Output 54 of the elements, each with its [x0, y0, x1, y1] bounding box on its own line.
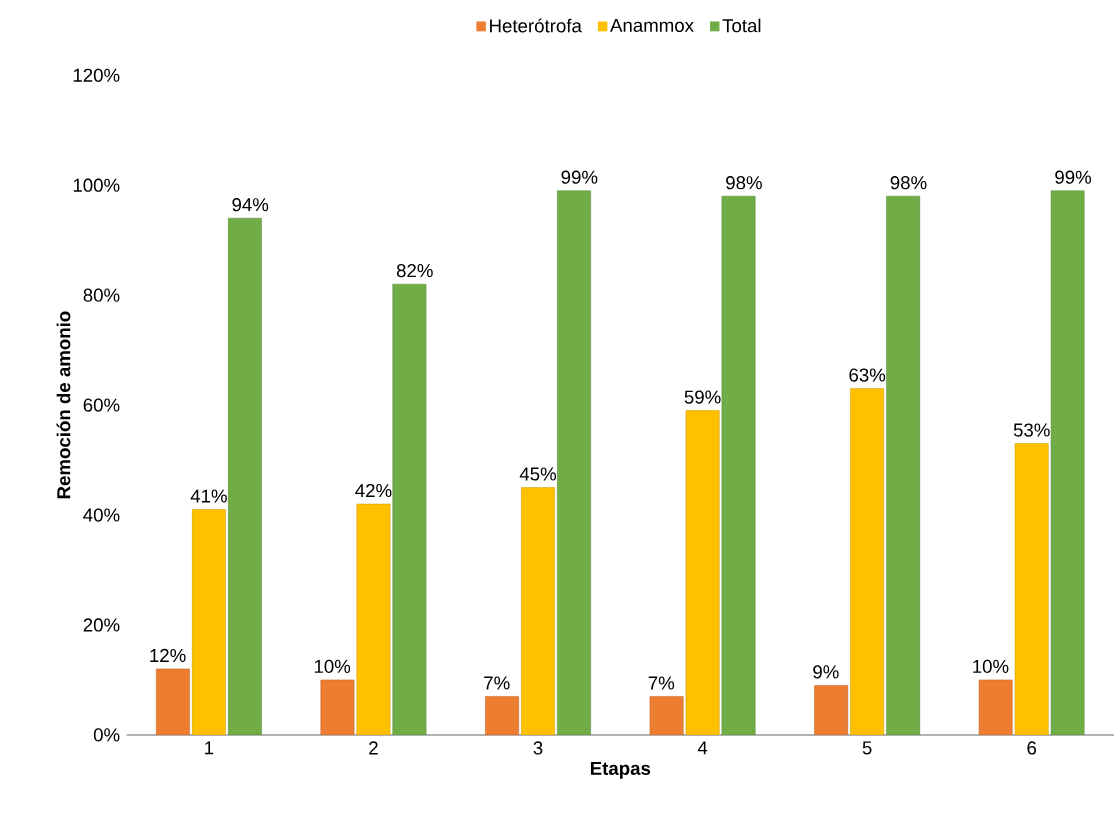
data-label: 7%: [648, 676, 675, 690]
x-axis-title: Etapas: [590, 762, 651, 779]
y-tick-label: 60%: [83, 398, 120, 412]
bar: [191, 509, 226, 736]
legend-label: Total: [722, 18, 761, 33]
data-label: 10%: [973, 660, 1009, 674]
data-label: 7%: [484, 676, 510, 690]
legend-label: Heterótrofa: [490, 18, 582, 33]
bar: [1014, 443, 1049, 736]
bar: [227, 218, 262, 736]
x-tick-label: 1: [205, 741, 214, 755]
y-axis-title: Remoción de amonio: [56, 311, 71, 499]
bar: [721, 196, 756, 736]
y-tick-label: 0%: [93, 728, 120, 742]
bar: [850, 388, 885, 736]
bar: [356, 504, 391, 736]
data-label: 41%: [190, 489, 227, 503]
bar: [521, 487, 555, 736]
data-label: 82%: [396, 264, 433, 278]
data-label: 99%: [561, 170, 598, 185]
data-label: 99%: [1055, 170, 1092, 185]
x-tick-label: 3: [533, 741, 543, 755]
data-label: 45%: [519, 467, 557, 481]
x-tick-label: 5: [862, 741, 872, 755]
y-tick-label: 40%: [83, 508, 120, 522]
bar: [485, 696, 519, 736]
bar: [155, 668, 190, 736]
bar: [1050, 190, 1085, 736]
data-label: 98%: [890, 176, 927, 190]
y-tick-label: 100%: [73, 178, 120, 193]
bar: [557, 190, 591, 736]
legend-label: Anammox: [610, 19, 694, 33]
data-label: 59%: [684, 390, 721, 404]
bar: [320, 679, 355, 736]
data-label: 98%: [726, 176, 762, 190]
bar: [886, 196, 921, 736]
x-tick-label: 6: [1027, 741, 1037, 755]
bar: [649, 696, 684, 736]
data-label: 53%: [1013, 423, 1050, 437]
data-label: 63%: [849, 368, 886, 382]
data-label: 94%: [232, 198, 269, 212]
bar: [685, 410, 720, 736]
data-label: 9%: [813, 665, 839, 679]
y-tick-label: 20%: [83, 618, 120, 632]
data-label: 42%: [355, 484, 392, 498]
bar: [392, 284, 427, 736]
data-label: 10%: [314, 660, 351, 674]
data-label: 12%: [150, 649, 186, 663]
y-tick-label: 120%: [73, 68, 120, 83]
x-tick-label: 4: [697, 741, 708, 755]
bar: [978, 679, 1013, 736]
y-tick-label: 80%: [83, 288, 120, 302]
x-tick-label: 2: [369, 741, 378, 755]
bar: [814, 685, 849, 736]
